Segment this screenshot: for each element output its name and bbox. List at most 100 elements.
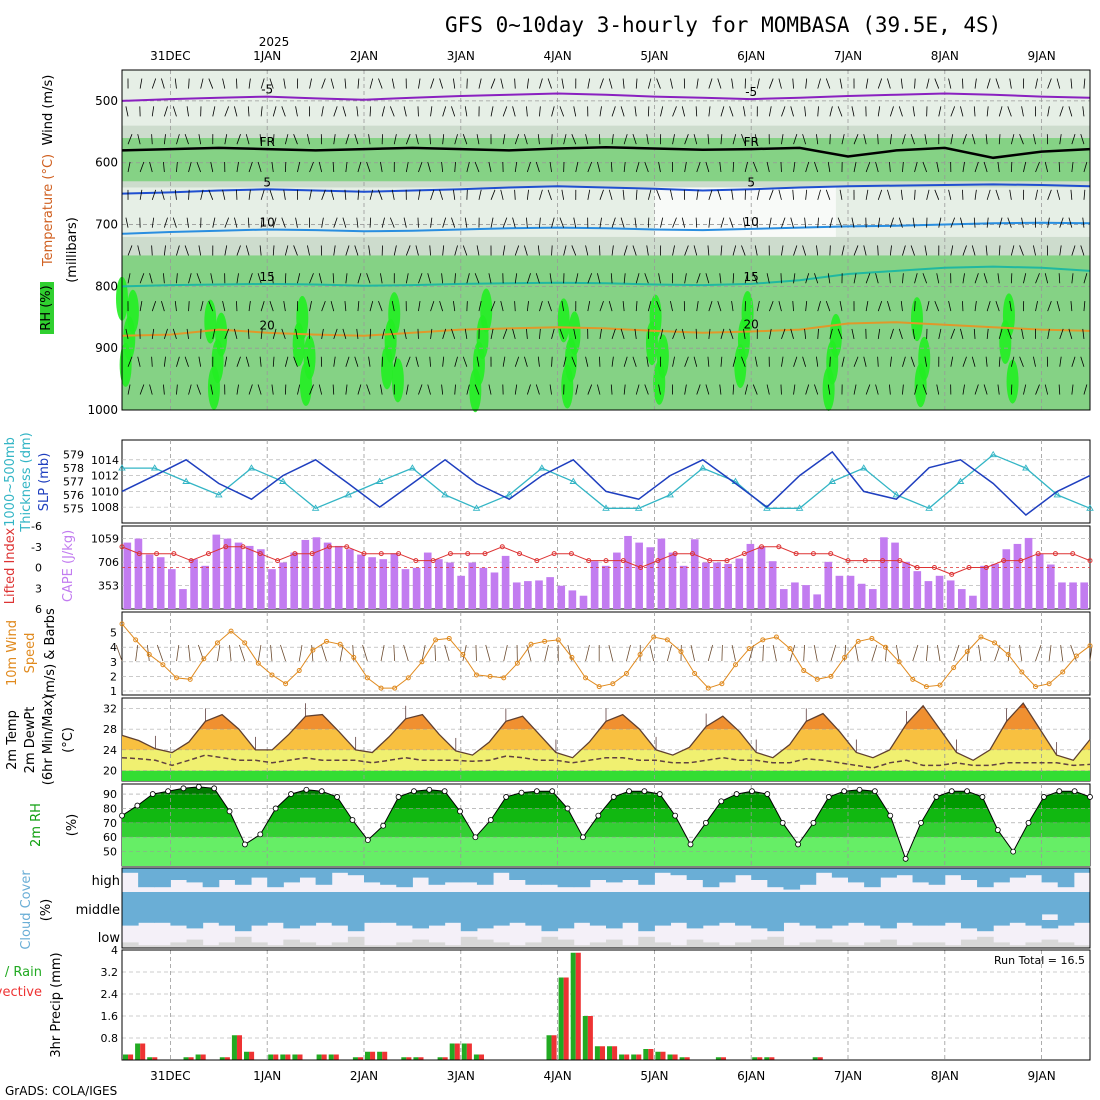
precip-convective-bar: [321, 1054, 327, 1060]
wind-barb: [1083, 189, 1086, 200]
rh-marker: [795, 841, 801, 848]
wind-barb: [841, 356, 845, 367]
cape-bar: [134, 538, 143, 609]
wind-barb: [369, 189, 374, 200]
wind-barb: [415, 356, 419, 367]
wind-barb: [684, 134, 689, 145]
wind-barb: [853, 161, 857, 173]
surface-wind-barb: [257, 644, 262, 662]
rh-marker: [610, 794, 617, 800]
cloud-cover-cell: [783, 892, 801, 920]
rh-marker: [487, 817, 494, 823]
wind-barb: [186, 328, 189, 339]
temp-band: [122, 703, 1090, 709]
wind-barb: [889, 356, 892, 367]
wind-barb: [260, 217, 263, 228]
surface-wind-barb: [421, 644, 426, 662]
rh-marker: [810, 819, 817, 826]
cape-bar: [435, 559, 443, 609]
wind-barb: [478, 189, 482, 200]
li-marker: [828, 551, 834, 557]
wind-barb: [464, 328, 468, 339]
surface-wind-barb: [393, 645, 396, 662]
thickness-marker: [279, 477, 287, 484]
wind-barb: [345, 245, 350, 256]
low-cloud-cell: [525, 942, 542, 948]
rh-marker: [549, 788, 556, 795]
low-cloud-cell: [848, 945, 865, 948]
temp-tick-label: 28: [103, 723, 117, 736]
wind-barb: [539, 300, 543, 312]
wind-barb: [272, 328, 277, 340]
wind-barb: [1019, 356, 1024, 367]
precip-convective-bar: [273, 1054, 279, 1060]
cape-bar: [290, 552, 299, 609]
low-cloud-cell: [977, 936, 994, 948]
cape-bar: [323, 542, 332, 609]
wind-barb: [805, 78, 808, 89]
cloud-cover-cell: [880, 920, 897, 929]
wind-barb: [731, 189, 734, 200]
wind-barb: [829, 328, 833, 340]
cloud-cover-cell: [138, 920, 155, 923]
pressure-axis-label: (millibars): [65, 217, 80, 283]
wind-barb: [380, 384, 383, 395]
wind-barb: [330, 189, 335, 200]
precip-total-bar: [812, 1057, 818, 1060]
wind-barb: [814, 384, 819, 395]
cloud-cover-cell: [396, 868, 413, 888]
cloud-cover-cell: [848, 892, 865, 920]
wind-barb: [597, 384, 601, 395]
panel-frame: [121, 611, 1091, 696]
precip-convective-bar: [551, 1035, 557, 1060]
wind-barb: [646, 245, 649, 256]
wind-speed-marker: [160, 662, 166, 668]
rh-blob: [388, 292, 401, 337]
wind-barb: [184, 356, 189, 367]
wind-barb: [717, 300, 722, 312]
precip-convective-bar: [636, 1054, 642, 1060]
wind-barb: [1019, 134, 1024, 145]
wind-barb: [575, 161, 579, 173]
wind-barb: [670, 78, 673, 89]
cape-bar: [201, 565, 210, 609]
wind-speed-marker: [296, 668, 302, 674]
wind-speed-marker: [255, 660, 261, 666]
wind-barb: [681, 328, 686, 340]
li-marker: [1018, 558, 1024, 564]
precip-total-bar: [147, 1057, 153, 1060]
wind-speed-marker: [146, 652, 152, 657]
precip-convective-bar: [648, 1049, 654, 1060]
wind-barb: [938, 106, 942, 117]
wind-barb: [922, 161, 928, 173]
wind-barb: [877, 134, 879, 145]
low-cloud-cell: [412, 939, 430, 948]
wind-barb: [684, 245, 689, 256]
wind-barb: [539, 189, 543, 200]
li-tick-label: -6: [31, 520, 42, 533]
wind-speed-marker: [242, 640, 248, 646]
wind-barb: [248, 384, 253, 395]
cloud-cover-cell: [396, 920, 413, 926]
wind-speed-marker: [269, 672, 275, 678]
wind-barb: [708, 189, 713, 200]
wind-barb: [345, 384, 348, 395]
cloud-cover-cell: [670, 868, 688, 876]
wind-speed-marker: [214, 640, 220, 646]
pressure-tick-label: 900: [95, 341, 118, 355]
li-marker: [240, 544, 246, 550]
wind-barb: [950, 134, 954, 145]
wind-barb: [926, 300, 930, 312]
wind-barb: [889, 134, 892, 145]
wind-barb: [865, 189, 869, 200]
wind-barb: [127, 356, 133, 367]
wind-barb: [889, 328, 894, 340]
rh-marker: [580, 834, 586, 841]
li-marker: [880, 558, 886, 564]
li-marker: [741, 551, 747, 557]
wind-barb: [321, 328, 324, 339]
thickness-marker: [118, 464, 126, 471]
temp-tick-label: 20: [103, 765, 117, 778]
cape-bar: [423, 552, 432, 609]
